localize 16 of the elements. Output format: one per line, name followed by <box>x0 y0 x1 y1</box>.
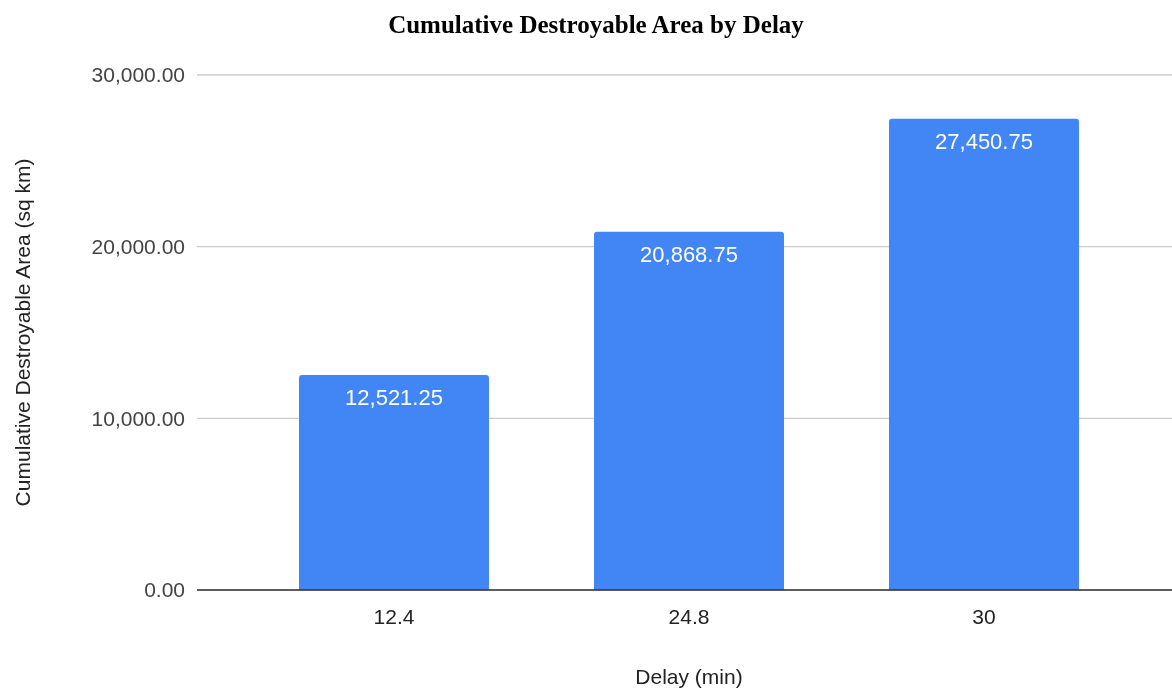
x-tick-label: 12.4 <box>373 605 415 628</box>
bar <box>889 118 1079 590</box>
y-axis-title: Cumulative Destroyable Area (sq km) <box>11 158 34 507</box>
bar <box>299 375 489 590</box>
data-label: 12,521.25 <box>345 385 443 411</box>
x-tick-label: 24.8 <box>668 605 710 628</box>
y-tick-label: 30,000.00 <box>91 63 185 87</box>
chart-title: Cumulative Destroyable Area by Delay <box>388 11 805 38</box>
x-tick-label: 30 <box>972 605 996 628</box>
bar <box>594 231 784 590</box>
x-axis-title: Delay (min) <box>635 665 743 688</box>
y-tick-label: 10,000.00 <box>91 406 185 430</box>
y-tick-label: 20,000.00 <box>91 235 185 259</box>
data-label: 20,868.75 <box>640 241 738 267</box>
y-tick-label: 0.00 <box>144 578 185 602</box>
data-label: 27,450.75 <box>935 128 1033 154</box>
